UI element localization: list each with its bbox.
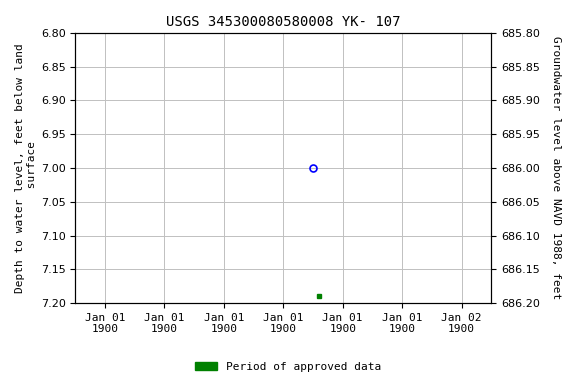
Y-axis label: Depth to water level, feet below land
 surface: Depth to water level, feet below land su… [15,43,37,293]
Y-axis label: Groundwater level above NAVD 1988, feet: Groundwater level above NAVD 1988, feet [551,36,561,300]
Title: USGS 345300080580008 YK- 107: USGS 345300080580008 YK- 107 [166,15,400,29]
Legend: Period of approved data: Period of approved data [191,358,385,377]
